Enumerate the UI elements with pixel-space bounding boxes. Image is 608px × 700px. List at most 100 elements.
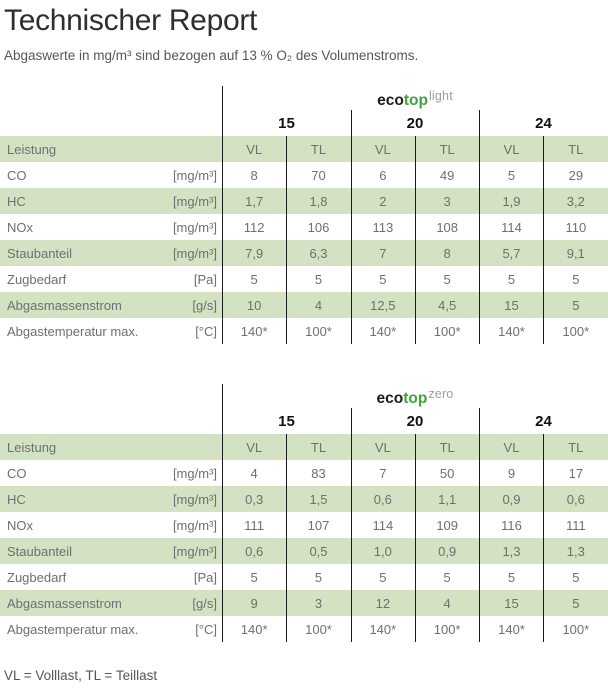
- cell: 49: [439, 167, 455, 183]
- row-unit: [°C]: [195, 323, 217, 339]
- cell: 106: [307, 219, 330, 235]
- row-label: Zugbedarf: [7, 569, 67, 585]
- cell: 100*: [433, 323, 461, 339]
- cell: 0,5: [309, 543, 328, 559]
- table-header-row: Leistung VL TL VL TL VL TL: [0, 136, 608, 162]
- cell: 12,5: [370, 297, 396, 313]
- divider-group-line: [351, 110, 352, 344]
- divider-group-line: [479, 408, 480, 642]
- page-subtitle: Abgaswerte in mg/m³ sind bezogen auf 13 …: [4, 48, 419, 63]
- row-label: Staubanteil: [7, 543, 73, 559]
- report-page: Technischer Report Abgaswerte in mg/m³ s…: [0, 4, 608, 683]
- col-header-vl: VL: [503, 141, 520, 157]
- divider-sub-line: [286, 136, 287, 344]
- divider-main-line: [222, 86, 223, 344]
- cell: 0,3: [245, 491, 264, 507]
- cell: 5: [379, 271, 387, 287]
- col-header-tl: TL: [568, 439, 584, 455]
- table-row-nox: NOx [mg/m³] 111 107 114 109 116 111: [0, 512, 608, 538]
- cell: 5: [250, 271, 258, 287]
- cell: 83: [311, 465, 326, 481]
- cell: 0,6: [373, 491, 392, 507]
- ecotop-zero-logo: ecotopzero: [377, 387, 454, 408]
- models-row: 15 20 24: [222, 408, 608, 434]
- cell: 1,5: [309, 491, 328, 507]
- cell: 107: [307, 517, 330, 533]
- cell: 6,3: [309, 245, 328, 261]
- cell: 0,6: [245, 543, 264, 559]
- cell: 4: [250, 465, 258, 481]
- cell: 12: [375, 595, 391, 611]
- col-header-vl: VL: [503, 439, 520, 455]
- col-header-tl: TL: [310, 439, 327, 455]
- table-row-abgasmassenstrom: Abgasmassenstrom [g/s] 9 3 12 4 15 5: [0, 590, 608, 616]
- cell: 100*: [433, 621, 461, 637]
- cell: 5: [250, 569, 258, 585]
- cell: 29: [568, 167, 584, 183]
- row-unit: [mg/m³]: [172, 465, 217, 481]
- header-label: Leistung: [7, 141, 57, 157]
- cell: 8: [250, 167, 258, 183]
- row-label: Abgasmassenstrom: [7, 595, 122, 611]
- table-row-hc: HC [mg/m³] 1,7 1,8 2 3 1,9 3,2: [0, 188, 608, 214]
- cell: 5: [507, 271, 516, 287]
- cell: 0,9: [438, 543, 457, 559]
- cell: 116: [501, 517, 522, 533]
- model-24: 24: [535, 413, 552, 430]
- cell: 0,6: [566, 491, 585, 507]
- cell: 7: [379, 245, 387, 261]
- cell: 7,9: [245, 245, 264, 261]
- row-unit: [Pa]: [193, 569, 217, 585]
- row-label: CO: [7, 465, 27, 481]
- table-row-zugbedarf: Zugbedarf [Pa] 5 5 5 5 5 5: [0, 564, 608, 590]
- cell: 17: [568, 465, 584, 481]
- divider-group-line: [479, 110, 480, 344]
- divider-sub-line: [415, 434, 416, 642]
- row-unit: [mg/m³]: [172, 193, 217, 209]
- cell: 1,9: [502, 193, 521, 209]
- col-header-vl: VL: [374, 141, 391, 157]
- cell: 1,3: [566, 543, 585, 559]
- cell: 112: [243, 219, 265, 235]
- cell: 4: [314, 297, 323, 313]
- divider-group-line: [351, 408, 352, 642]
- table-ecotop-zero: ecotopzero 15 20 24 Leistung VL TL VL TL…: [0, 384, 608, 642]
- cell: 100*: [562, 323, 590, 339]
- row-unit: [°C]: [195, 621, 217, 637]
- table-row-abgasmassenstrom: Abgasmassenstrom [g/s] 10 4 12,5 4,5 15 …: [0, 292, 608, 318]
- row-label: Zugbedarf: [7, 271, 67, 287]
- cell: 50: [439, 465, 455, 481]
- col-header-vl: VL: [246, 439, 263, 455]
- divider-main-line: [222, 384, 223, 642]
- cell: 4: [443, 595, 451, 611]
- model-20: 20: [406, 115, 424, 132]
- row-label: CO: [7, 167, 27, 183]
- brand-variant-zero: zero: [428, 387, 454, 401]
- cell: 8: [443, 245, 451, 261]
- logo-row: ecotopzero: [222, 384, 608, 408]
- cell: 140*: [369, 323, 397, 339]
- col-header-tl: TL: [439, 439, 455, 455]
- row-unit: [g/s]: [192, 297, 217, 313]
- divider-sub-line: [543, 136, 544, 344]
- row-unit: [mg/m³]: [172, 219, 217, 235]
- cell: 9: [250, 595, 258, 611]
- table-row-staubanteil: Staubanteil [mg/m³] 0,6 0,5 1,0 0,9 1,3 …: [0, 538, 608, 564]
- table-row-co: CO [mg/m³] 8 70 6 49 5 29: [0, 162, 608, 188]
- table-ecotop-light: ecotoplight 15 20 24 Leistung VL TL VL T…: [0, 86, 608, 344]
- row-unit: [mg/m³]: [172, 167, 217, 183]
- cell: 70: [311, 167, 326, 183]
- cell: 5: [572, 569, 580, 585]
- cell: 9,1: [566, 245, 585, 261]
- row-unit: [mg/m³]: [172, 491, 217, 507]
- cell: 7: [379, 465, 387, 481]
- cell: 4,5: [438, 297, 457, 313]
- cell: 5: [572, 271, 580, 287]
- cell: 1,0: [373, 543, 392, 559]
- col-header-vl: VL: [374, 439, 391, 455]
- row-label: NOx: [7, 219, 33, 235]
- cell: 1,1: [438, 491, 457, 507]
- cell: 108: [436, 219, 459, 235]
- row-unit: [g/s]: [192, 595, 217, 611]
- row-label: Abgasmassenstrom: [7, 297, 122, 313]
